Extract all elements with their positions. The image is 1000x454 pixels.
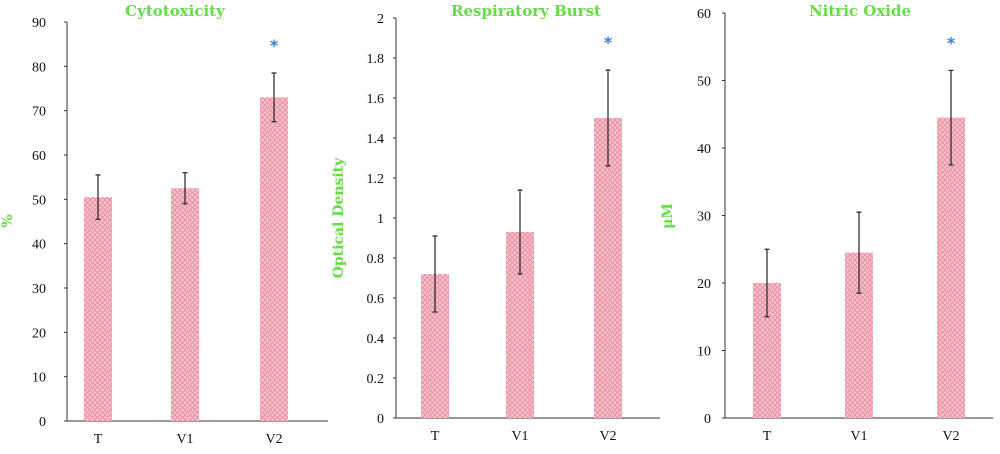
chart-panel-1: Cytotoxicity% 0 10 20 30 40 50 60 70 80 90 T V1 V2 * bbox=[0, 2, 328, 447]
y-tick-label: 0.4 bbox=[367, 332, 385, 347]
significance-marker: * bbox=[604, 33, 613, 52]
y-tick-label: 90 bbox=[32, 16, 46, 31]
x-tick-label: T bbox=[431, 429, 440, 444]
y-tick-label: 0.2 bbox=[367, 372, 385, 387]
chart-panel-2: Respiratory Burst Optical Density 0 0.2 0.4 0… bbox=[331, 2, 660, 444]
y-tick-label: 1.6 bbox=[367, 92, 385, 107]
y-tick-label: 1.4 bbox=[367, 132, 385, 147]
y-tick-label: 20 bbox=[32, 326, 46, 341]
y-tick-label: 80 bbox=[32, 60, 46, 75]
y-tick-label: 0 bbox=[377, 412, 384, 427]
y-tick-label: 10 bbox=[697, 345, 711, 360]
y-tick-label: 1.2 bbox=[367, 172, 385, 187]
y-tick-label: 20 bbox=[697, 277, 711, 292]
y-tick-label: 1 bbox=[377, 212, 384, 227]
y-tick-label: 70 bbox=[32, 105, 46, 120]
y-tick-label: 40 bbox=[697, 142, 711, 157]
y-tick-label: 0 bbox=[39, 415, 46, 430]
x-tick-label: T bbox=[763, 429, 772, 444]
chart-panel-3: Nitric Oxide μM 0 10 20 30 40 50 60 T V1 V2 * bbox=[660, 2, 993, 444]
y-tick-label: 0 bbox=[704, 412, 711, 427]
y-axis-label: μM bbox=[660, 203, 676, 229]
y-tick-label: 40 bbox=[32, 238, 46, 253]
x-tick-label: V1 bbox=[176, 432, 193, 447]
x-tick-label: V2 bbox=[265, 432, 282, 447]
bar bbox=[171, 188, 199, 421]
y-tick-label: 0.8 bbox=[367, 252, 385, 267]
bar bbox=[594, 118, 622, 418]
y-tick-label: 30 bbox=[32, 282, 46, 297]
significance-marker: * bbox=[270, 36, 279, 55]
y-tick-label: 0.6 bbox=[367, 292, 385, 307]
y-tick-label: 10 bbox=[32, 371, 46, 386]
significance-marker: * bbox=[947, 33, 956, 52]
chart-title: Respiratory Burst bbox=[451, 2, 601, 20]
bar bbox=[937, 117, 965, 418]
x-tick-label: V1 bbox=[850, 429, 867, 444]
chart-title: Nitric Oxide bbox=[809, 2, 911, 20]
x-tick-label: T bbox=[94, 432, 103, 447]
y-tick-label: 2 bbox=[377, 12, 384, 27]
x-tick-label: V2 bbox=[942, 429, 959, 444]
bar bbox=[84, 197, 112, 421]
y-axis-label: Optical Density bbox=[331, 157, 347, 278]
y-tick-label: 60 bbox=[697, 7, 711, 22]
x-tick-label: V2 bbox=[599, 429, 616, 444]
x-tick-label: V1 bbox=[511, 429, 528, 444]
chart-title: Cytotoxicity bbox=[125, 2, 226, 20]
y-axis-label: % bbox=[0, 214, 16, 227]
y-tick-label: 1.8 bbox=[367, 52, 385, 67]
y-tick-label: 60 bbox=[32, 149, 46, 164]
bar bbox=[260, 97, 288, 421]
y-tick-label: 30 bbox=[697, 210, 711, 225]
y-tick-label: 50 bbox=[32, 193, 46, 208]
y-tick-label: 50 bbox=[697, 75, 711, 90]
